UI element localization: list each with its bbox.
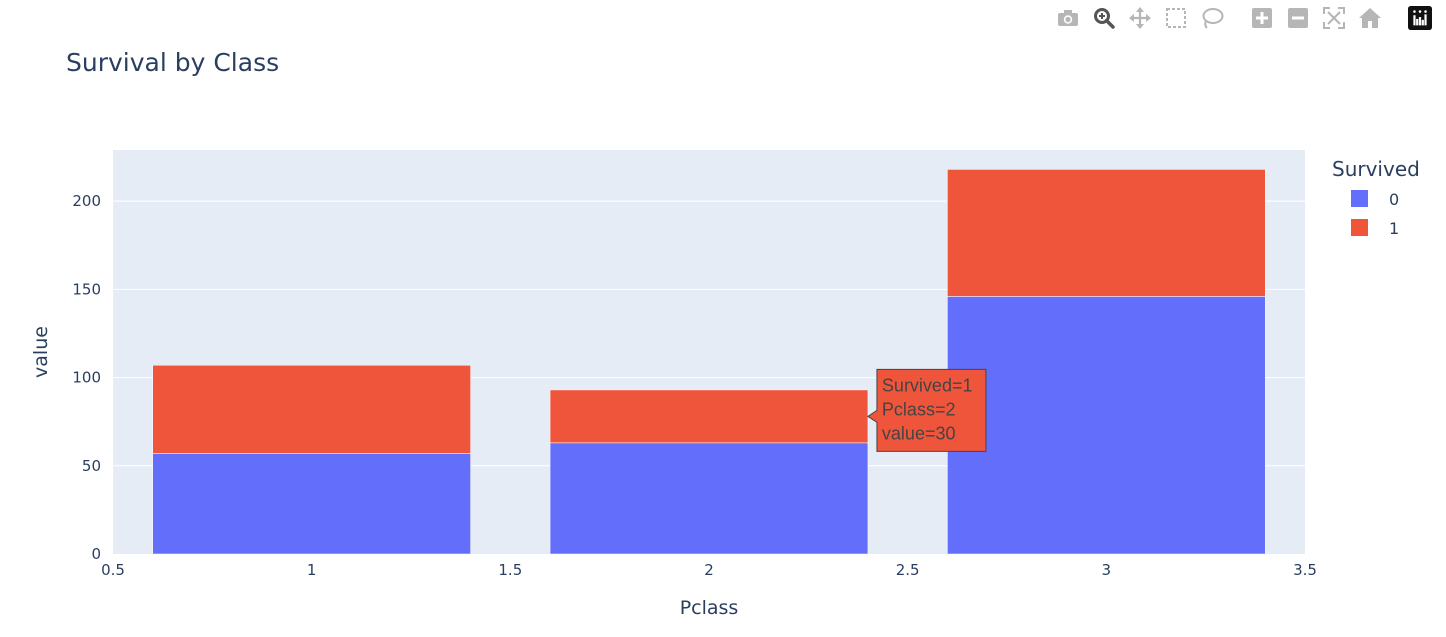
bar-series1-class3[interactable] bbox=[947, 169, 1266, 297]
hover-tooltip-line: Survived=1 bbox=[882, 375, 973, 395]
bar-series1-class2[interactable] bbox=[549, 389, 869, 444]
y-tick-label: 200 bbox=[72, 192, 101, 210]
y-tick-label: 50 bbox=[82, 457, 101, 475]
legend-item-1[interactable]: 1 bbox=[1389, 219, 1399, 238]
x-tick-label: 0.5 bbox=[101, 561, 125, 579]
bar-series0-class1[interactable] bbox=[152, 453, 471, 555]
x-tick-label: 1.5 bbox=[498, 561, 522, 579]
hover-tooltip-line: value=30 bbox=[882, 423, 956, 443]
autoscale-icon[interactable] bbox=[1322, 6, 1346, 30]
legend-item-0[interactable]: 0 bbox=[1389, 190, 1399, 209]
zoom-icon[interactable] bbox=[1092, 6, 1116, 30]
zoom-in-icon[interactable] bbox=[1250, 6, 1274, 30]
lasso-icon[interactable] bbox=[1200, 6, 1224, 30]
bar-series0-class2[interactable] bbox=[549, 442, 869, 555]
bar-series1-class1[interactable] bbox=[152, 364, 471, 454]
x-tick-label: 1 bbox=[307, 561, 317, 579]
y-tick-label: 100 bbox=[72, 369, 101, 387]
zoom-out-icon[interactable] bbox=[1286, 6, 1310, 30]
y-tick-label: 150 bbox=[72, 280, 101, 298]
hover-tooltip-line: Pclass=2 bbox=[882, 399, 956, 419]
x-tick-label: 3.5 bbox=[1293, 561, 1317, 579]
x-tick-label: 2 bbox=[704, 561, 714, 579]
bar-series0-class3[interactable] bbox=[947, 296, 1266, 555]
y-axis-title: value bbox=[30, 326, 52, 378]
plotly-logo-icon[interactable] bbox=[1408, 6, 1432, 30]
legend-swatch-1[interactable] bbox=[1351, 219, 1368, 236]
box-select-icon[interactable] bbox=[1164, 6, 1188, 30]
x-tick-label: 3 bbox=[1102, 561, 1112, 579]
x-axis-title: Pclass bbox=[680, 597, 739, 619]
pan-icon[interactable] bbox=[1128, 6, 1152, 30]
y-tick-label: 0 bbox=[91, 545, 101, 563]
home-icon[interactable] bbox=[1358, 6, 1382, 30]
chart-title: Survival by Class bbox=[66, 48, 280, 77]
x-tick-label: 2.5 bbox=[896, 561, 920, 579]
hover-tooltip bbox=[867, 368, 987, 452]
legend-title: Survived bbox=[1332, 157, 1420, 181]
camera-icon[interactable] bbox=[1056, 6, 1080, 30]
legend-swatch-0[interactable] bbox=[1351, 190, 1368, 207]
modebar bbox=[1050, 6, 1438, 30]
